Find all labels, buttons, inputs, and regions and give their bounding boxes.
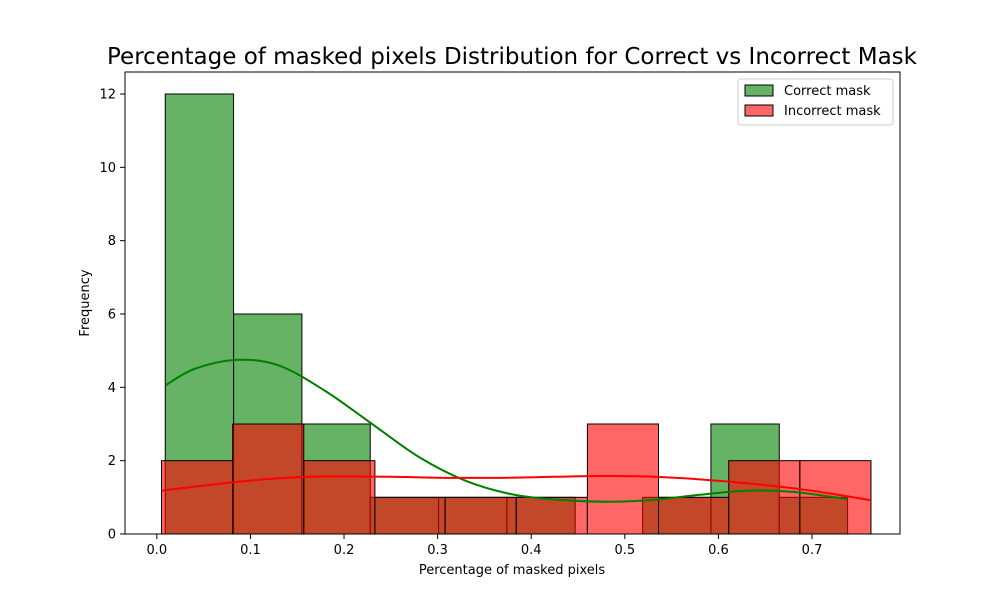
chart-title: Percentage of masked pixels Distribution…	[107, 44, 918, 70]
bar-incorrect-mask-5	[515, 496, 588, 535]
kde-layer	[161, 358, 872, 503]
y-tick-label: 6	[108, 308, 116, 323]
x-axis-label: Percentage of masked pixels	[419, 563, 606, 578]
y-tick-label: 0	[108, 528, 116, 543]
x-tick-label: 0.1	[240, 543, 261, 558]
x-tick-label: 0.2	[334, 543, 355, 558]
x-axis-ticks: 0.0 0.1 0.2 0.3 0.4 0.5 0.6 0.7	[146, 534, 822, 558]
y-axis-label: Frequency	[78, 269, 93, 336]
x-tick-label: 0.0	[146, 543, 167, 558]
legend-label-correct-mask: Correct mask	[784, 84, 871, 99]
legend-swatch-correct-mask	[744, 84, 774, 97]
legend-box	[737, 78, 894, 126]
y-tick-label: 2	[108, 454, 116, 469]
x-tick-label: 0.6	[708, 543, 729, 558]
y-tick-label: 10	[99, 161, 116, 176]
bars-layer	[161, 93, 872, 535]
bar-incorrect-mask-4	[444, 496, 517, 535]
y-axis-ticks: 0 2 4 6 8 10 12	[99, 88, 125, 543]
bar-incorrect-mask-0	[161, 460, 234, 535]
y-tick-label: 8	[108, 234, 116, 249]
x-tick-label: 0.5	[614, 543, 635, 558]
bar-incorrect-mask-3	[374, 496, 446, 535]
y-tick-label: 12	[99, 88, 116, 103]
legend: Correct mask Incorrect mask	[737, 78, 894, 126]
bar-incorrect-mask-6	[586, 423, 660, 535]
bar-incorrect-mask-8	[728, 460, 801, 535]
x-tick-label: 0.7	[802, 543, 823, 558]
x-tick-label: 0.4	[521, 543, 542, 558]
kde-line-correct-mask	[164, 358, 848, 503]
legend-swatch-incorrect-mask	[744, 104, 774, 117]
kde-line-incorrect-mask	[161, 474, 872, 502]
legend-label-incorrect-mask: Incorrect mask	[784, 104, 881, 119]
plot-frame	[124, 71, 901, 535]
y-tick-label: 4	[108, 381, 116, 396]
x-tick-label: 0.3	[427, 543, 448, 558]
bar-incorrect-mask-2	[303, 460, 376, 535]
bar-incorrect-mask-7	[658, 496, 730, 535]
